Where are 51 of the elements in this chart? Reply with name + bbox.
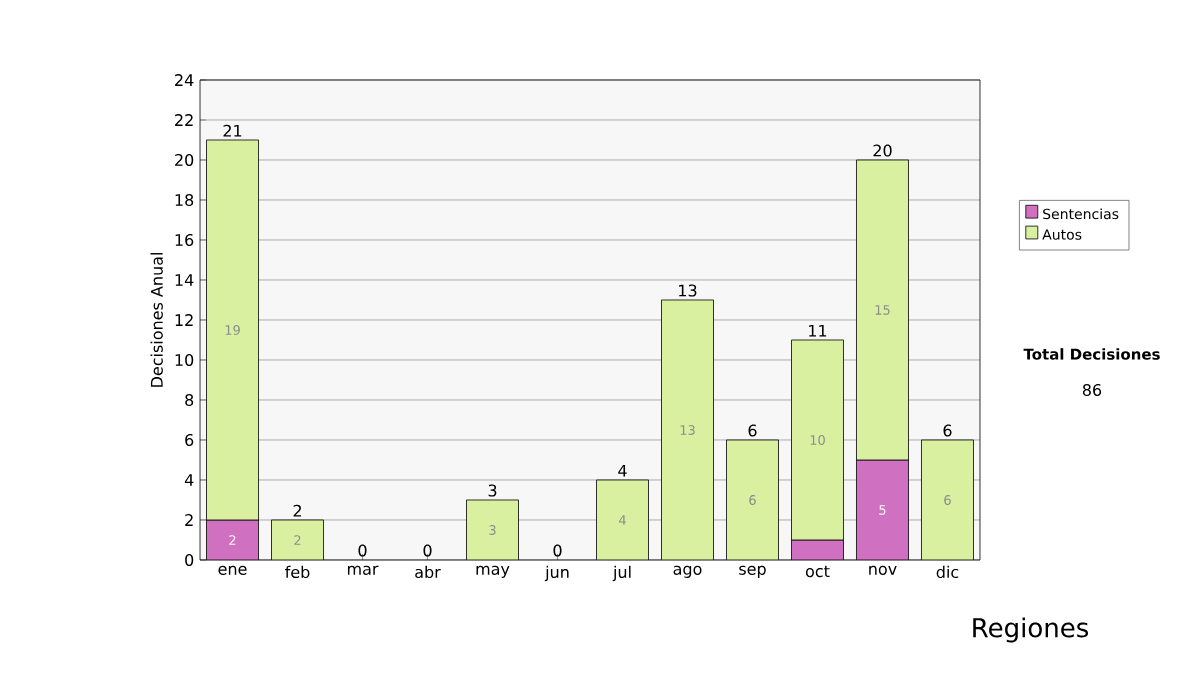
y-tick-label: 16 — [175, 233, 194, 247]
bar — [791, 339, 844, 541]
x-tick-label: jul — [612, 565, 631, 582]
total-label: 2 — [293, 504, 301, 517]
total-label: 0 — [423, 544, 432, 557]
bar — [271, 519, 324, 560]
y-tick-label: 2 — [185, 514, 193, 526]
total-label: 0 — [358, 544, 367, 557]
total-label: 11 — [809, 324, 827, 337]
bar — [206, 139, 259, 521]
x-tick-label: ago — [673, 565, 702, 578]
total-label: 3 — [488, 484, 497, 497]
total-label: 0 — [553, 544, 562, 557]
total-label: 6 — [748, 424, 757, 437]
text: 86 — [1082, 383, 1102, 397]
y-tick-label: 22 — [175, 114, 193, 126]
x-tick-label: may — [476, 565, 510, 578]
bar — [921, 439, 974, 560]
y-tick-label: 12 — [175, 314, 193, 326]
y-tick-label: 20 — [175, 153, 194, 167]
y-tick-label: 8 — [185, 393, 194, 407]
bar — [856, 459, 909, 560]
x-tick-label: feb — [285, 565, 310, 579]
x-tick-label: ene — [218, 565, 247, 575]
total-label: 4 — [618, 464, 627, 477]
x-tick-label: abr — [415, 565, 441, 579]
total-label: 6 — [943, 424, 952, 437]
x-tick-label: mar — [347, 565, 379, 575]
x-tick-label: nov — [869, 565, 897, 575]
x-tick-label: dic — [936, 565, 959, 579]
y-tick-label: 4 — [184, 474, 194, 486]
bar — [206, 519, 259, 560]
bar — [856, 159, 909, 461]
y-tick-label: 10 — [175, 353, 194, 367]
total-label: 13 — [679, 284, 697, 297]
x-tick-label: sep — [739, 565, 766, 578]
y-tick-label: 24 — [175, 74, 194, 86]
y-axis-title: Decisiones Anual — [150, 253, 163, 387]
bar — [466, 499, 519, 560]
y-tick-label: 18 — [175, 193, 194, 207]
y-tick-label: 0 — [185, 553, 194, 567]
y-tick-label: 14 — [175, 274, 194, 286]
text: Regiones — [973, 617, 1089, 643]
x-tick-label: oct — [805, 565, 830, 578]
bar — [726, 439, 779, 560]
bar — [661, 299, 714, 560]
total-label: 20 — [873, 144, 892, 157]
x-tick-label: jun — [544, 565, 569, 582]
y-tick-label: 6 — [185, 433, 194, 447]
total-label: 21 — [223, 124, 242, 137]
bar — [596, 479, 649, 560]
